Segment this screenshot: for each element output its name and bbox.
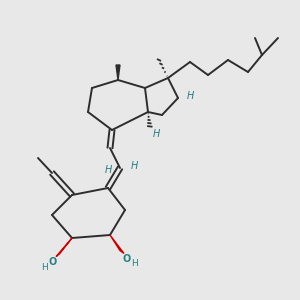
Text: H: H [42, 262, 48, 272]
Text: H: H [152, 129, 160, 139]
Text: H: H [132, 260, 138, 268]
Text: H: H [186, 91, 194, 101]
Polygon shape [56, 238, 72, 256]
Text: O: O [49, 257, 57, 267]
Polygon shape [116, 65, 120, 80]
Text: H: H [130, 161, 138, 171]
Text: H: H [104, 165, 112, 175]
Text: O: O [123, 254, 131, 264]
Polygon shape [110, 235, 124, 254]
